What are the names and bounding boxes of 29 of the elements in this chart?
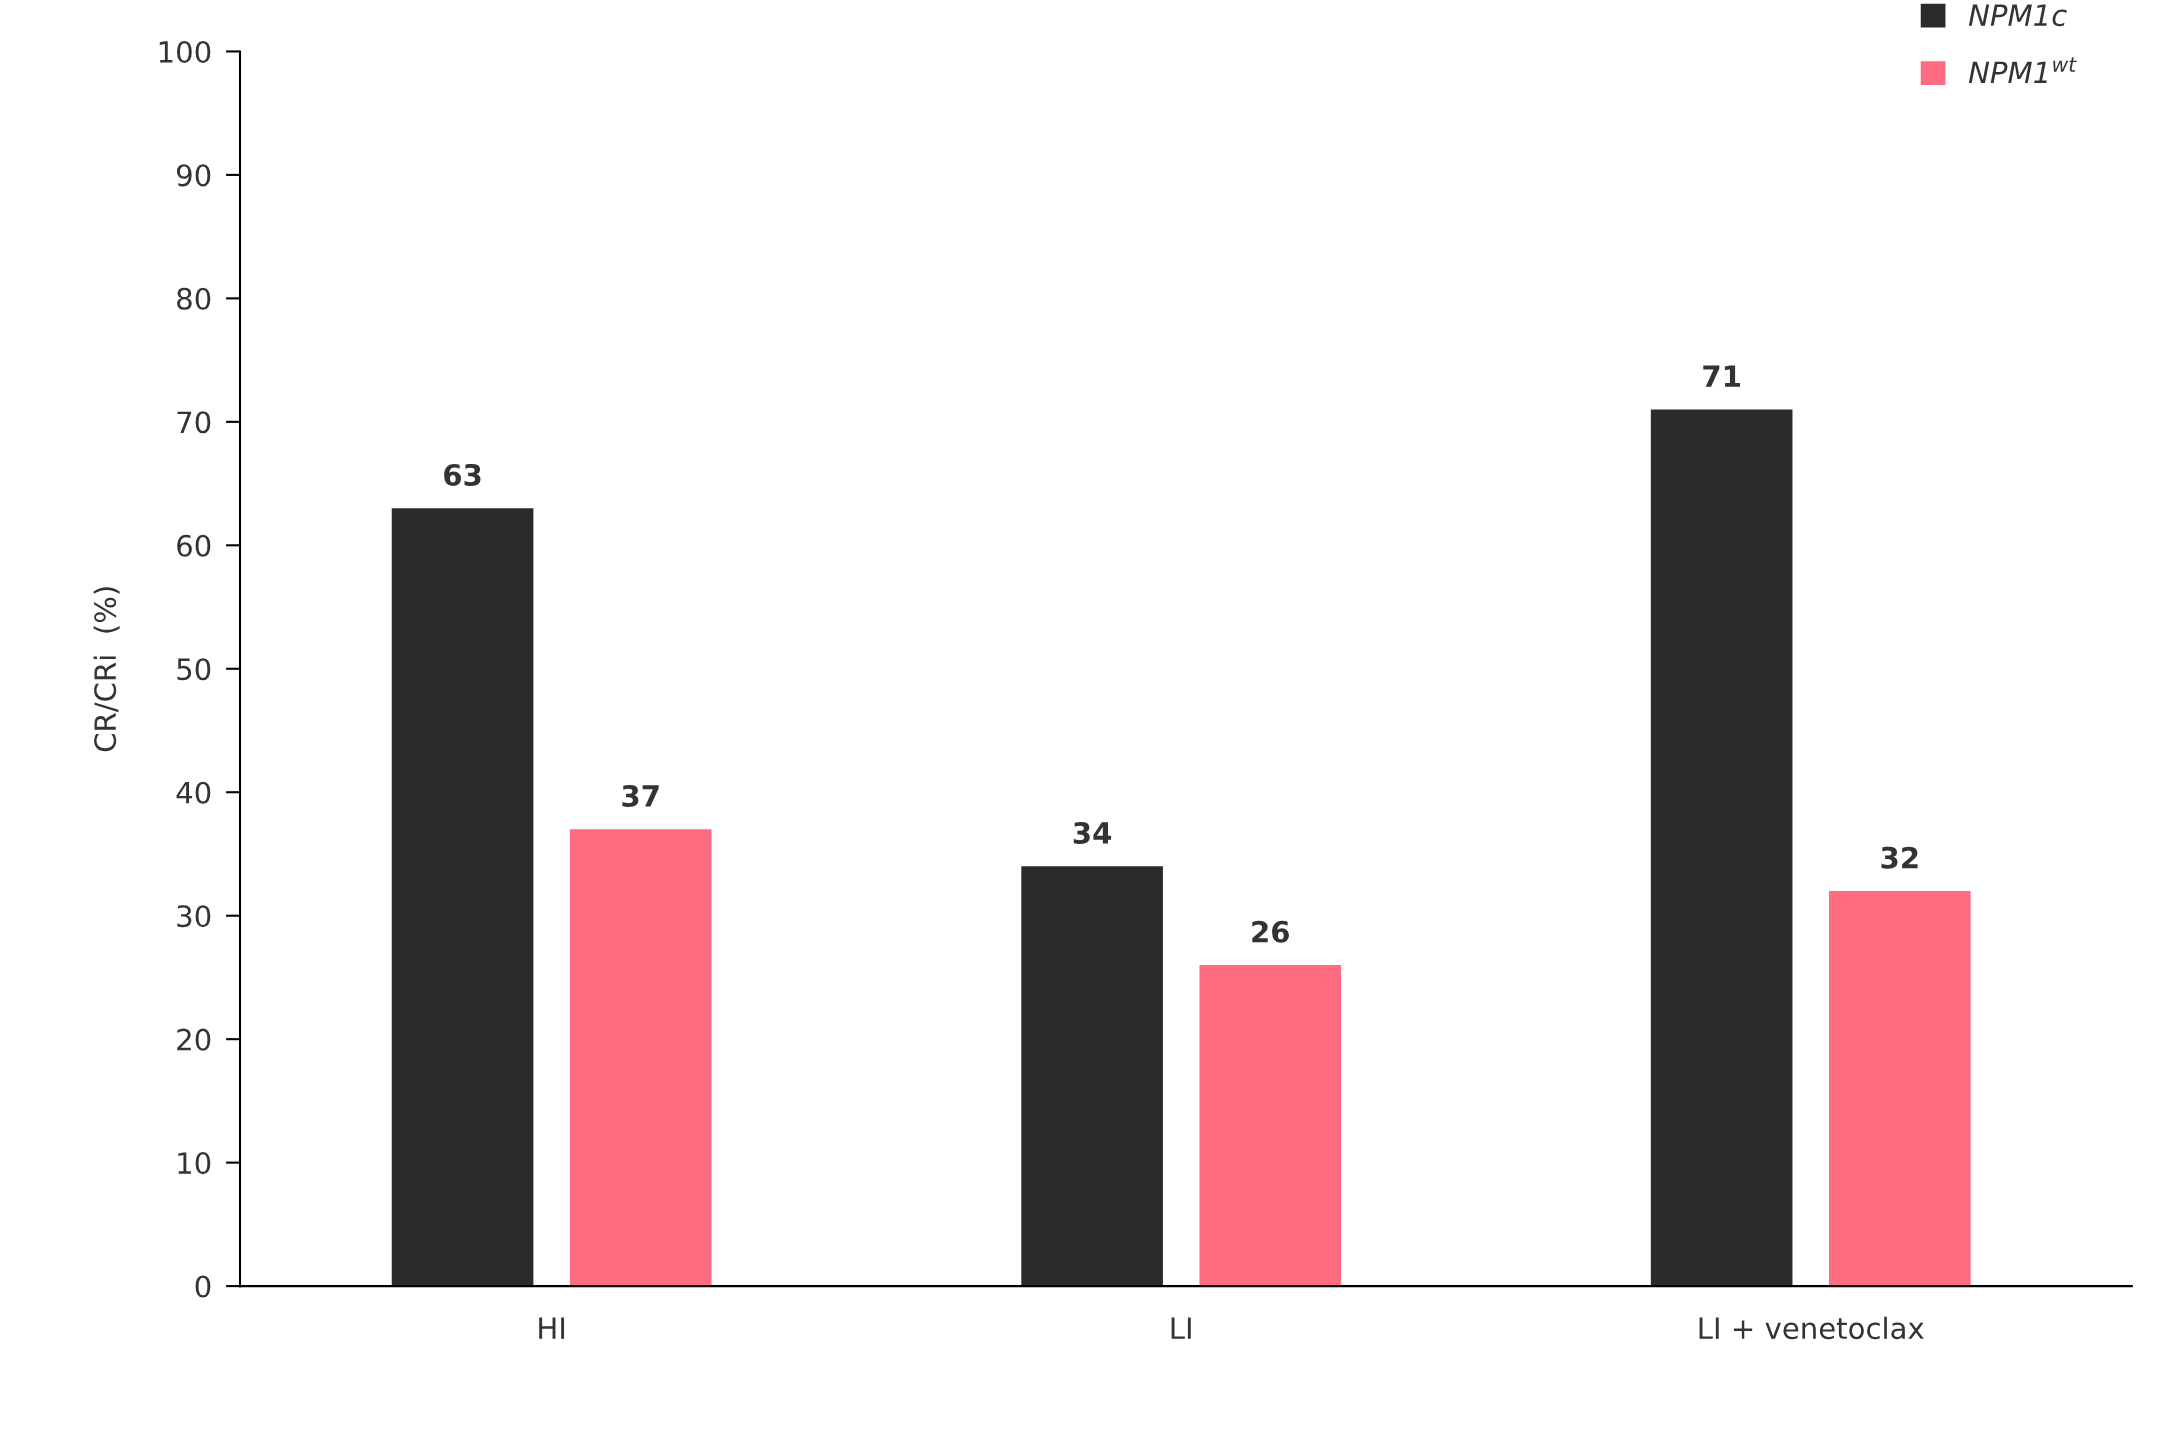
y-tick-label: 50	[177, 658, 211, 681]
bar	[1021, 866, 1163, 1287]
y-tick-label: 10	[178, 1152, 211, 1175]
bar	[391, 508, 534, 1287]
data-label: 37	[622, 784, 659, 807]
y-tick-label: 100	[159, 40, 211, 63]
bar	[569, 829, 712, 1287]
x-tick-label: HI	[539, 1317, 565, 1339]
data-label: 34	[1073, 821, 1112, 844]
data-label: 32	[1881, 846, 1918, 869]
y-tick-label: 30	[177, 905, 211, 928]
legend-label: NPM1c	[1968, 4, 2067, 27]
y-tick-label: 0	[195, 1275, 211, 1298]
bar	[1829, 891, 1971, 1287]
y-tick-label: 60	[177, 534, 211, 557]
x-tick-label: LI + venetoclax	[1699, 1316, 1924, 1340]
bar	[1650, 409, 1793, 1287]
y-axis-title: CR/CRi (%)	[93, 587, 120, 752]
data-label: 63	[444, 463, 481, 486]
y-tick-label: 90	[176, 164, 211, 187]
x-tick-label: LI	[1171, 1317, 1191, 1339]
data-label: 71	[1703, 365, 1740, 387]
bar	[1199, 965, 1342, 1287]
y-tick-label: 80	[177, 287, 211, 310]
data-label: 26	[1252, 920, 1289, 943]
legend-label: NPM1$^{wt}$	[1968, 57, 2077, 84]
y-tick-label: 20	[177, 1028, 211, 1051]
y-tick-label: 70	[177, 411, 211, 434]
y-tick-label: 40	[176, 781, 211, 804]
